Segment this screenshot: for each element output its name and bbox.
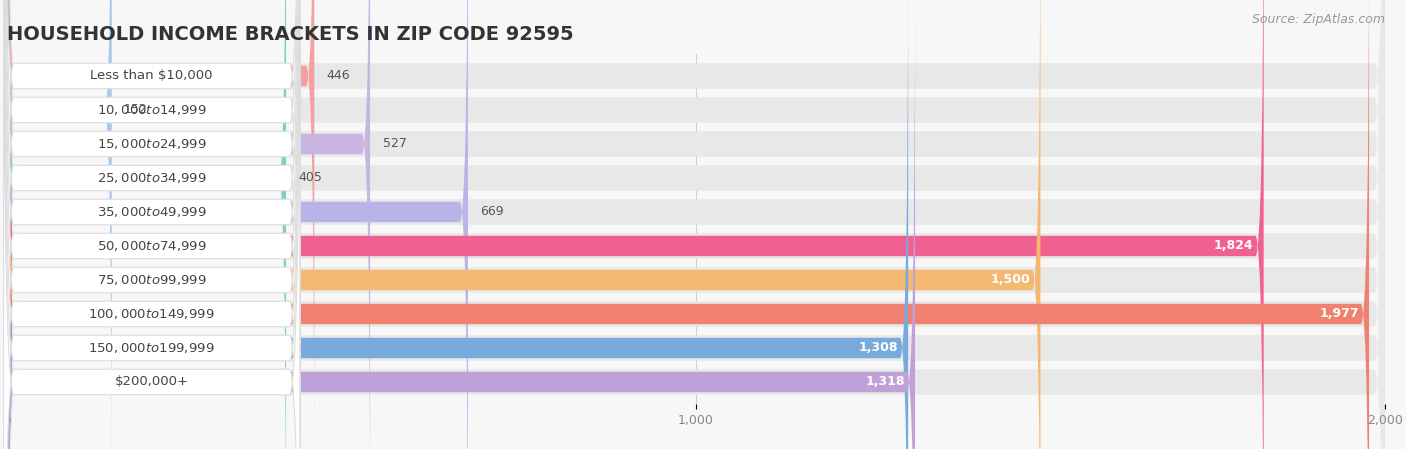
Text: 1,824: 1,824	[1213, 239, 1253, 252]
Text: $25,000 to $34,999: $25,000 to $34,999	[97, 171, 207, 185]
FancyBboxPatch shape	[4, 0, 299, 449]
Text: $200,000+: $200,000+	[115, 375, 188, 388]
FancyBboxPatch shape	[7, 0, 1385, 449]
Text: Less than $10,000: Less than $10,000	[90, 70, 212, 83]
FancyBboxPatch shape	[7, 0, 1385, 449]
Text: $35,000 to $49,999: $35,000 to $49,999	[97, 205, 207, 219]
FancyBboxPatch shape	[7, 0, 1385, 449]
FancyBboxPatch shape	[4, 0, 299, 449]
FancyBboxPatch shape	[7, 0, 1385, 449]
Text: Source: ZipAtlas.com: Source: ZipAtlas.com	[1251, 13, 1385, 26]
Text: 446: 446	[326, 70, 350, 83]
FancyBboxPatch shape	[7, 0, 370, 449]
Text: 405: 405	[298, 172, 322, 185]
FancyBboxPatch shape	[7, 0, 1385, 449]
FancyBboxPatch shape	[7, 0, 1040, 449]
Text: 1,308: 1,308	[858, 342, 898, 355]
Text: $10,000 to $14,999: $10,000 to $14,999	[97, 103, 207, 117]
Text: $15,000 to $24,999: $15,000 to $24,999	[97, 137, 207, 151]
FancyBboxPatch shape	[7, 0, 468, 449]
FancyBboxPatch shape	[7, 0, 1385, 449]
FancyBboxPatch shape	[7, 0, 1264, 449]
Text: $150,000 to $199,999: $150,000 to $199,999	[89, 341, 215, 355]
FancyBboxPatch shape	[7, 0, 908, 449]
Text: 1,500: 1,500	[990, 273, 1031, 286]
FancyBboxPatch shape	[7, 0, 315, 449]
Text: 1,977: 1,977	[1319, 308, 1358, 321]
FancyBboxPatch shape	[4, 0, 299, 449]
FancyBboxPatch shape	[7, 0, 1385, 449]
FancyBboxPatch shape	[7, 0, 111, 449]
FancyBboxPatch shape	[4, 0, 299, 449]
FancyBboxPatch shape	[7, 0, 1385, 449]
FancyBboxPatch shape	[4, 0, 299, 449]
FancyBboxPatch shape	[7, 0, 1369, 449]
Text: 152: 152	[124, 103, 148, 116]
Text: 669: 669	[481, 206, 503, 219]
FancyBboxPatch shape	[7, 0, 1385, 449]
FancyBboxPatch shape	[4, 0, 299, 449]
FancyBboxPatch shape	[4, 0, 299, 449]
FancyBboxPatch shape	[4, 0, 299, 449]
Text: $50,000 to $74,999: $50,000 to $74,999	[97, 239, 207, 253]
Text: $75,000 to $99,999: $75,000 to $99,999	[97, 273, 207, 287]
Text: HOUSEHOLD INCOME BRACKETS IN ZIP CODE 92595: HOUSEHOLD INCOME BRACKETS IN ZIP CODE 92…	[7, 25, 574, 44]
FancyBboxPatch shape	[7, 0, 1385, 449]
FancyBboxPatch shape	[7, 0, 915, 449]
FancyBboxPatch shape	[4, 0, 299, 449]
Text: $100,000 to $149,999: $100,000 to $149,999	[89, 307, 215, 321]
FancyBboxPatch shape	[7, 0, 285, 449]
Text: 1,318: 1,318	[865, 375, 904, 388]
Text: 527: 527	[382, 137, 406, 150]
FancyBboxPatch shape	[4, 0, 299, 449]
